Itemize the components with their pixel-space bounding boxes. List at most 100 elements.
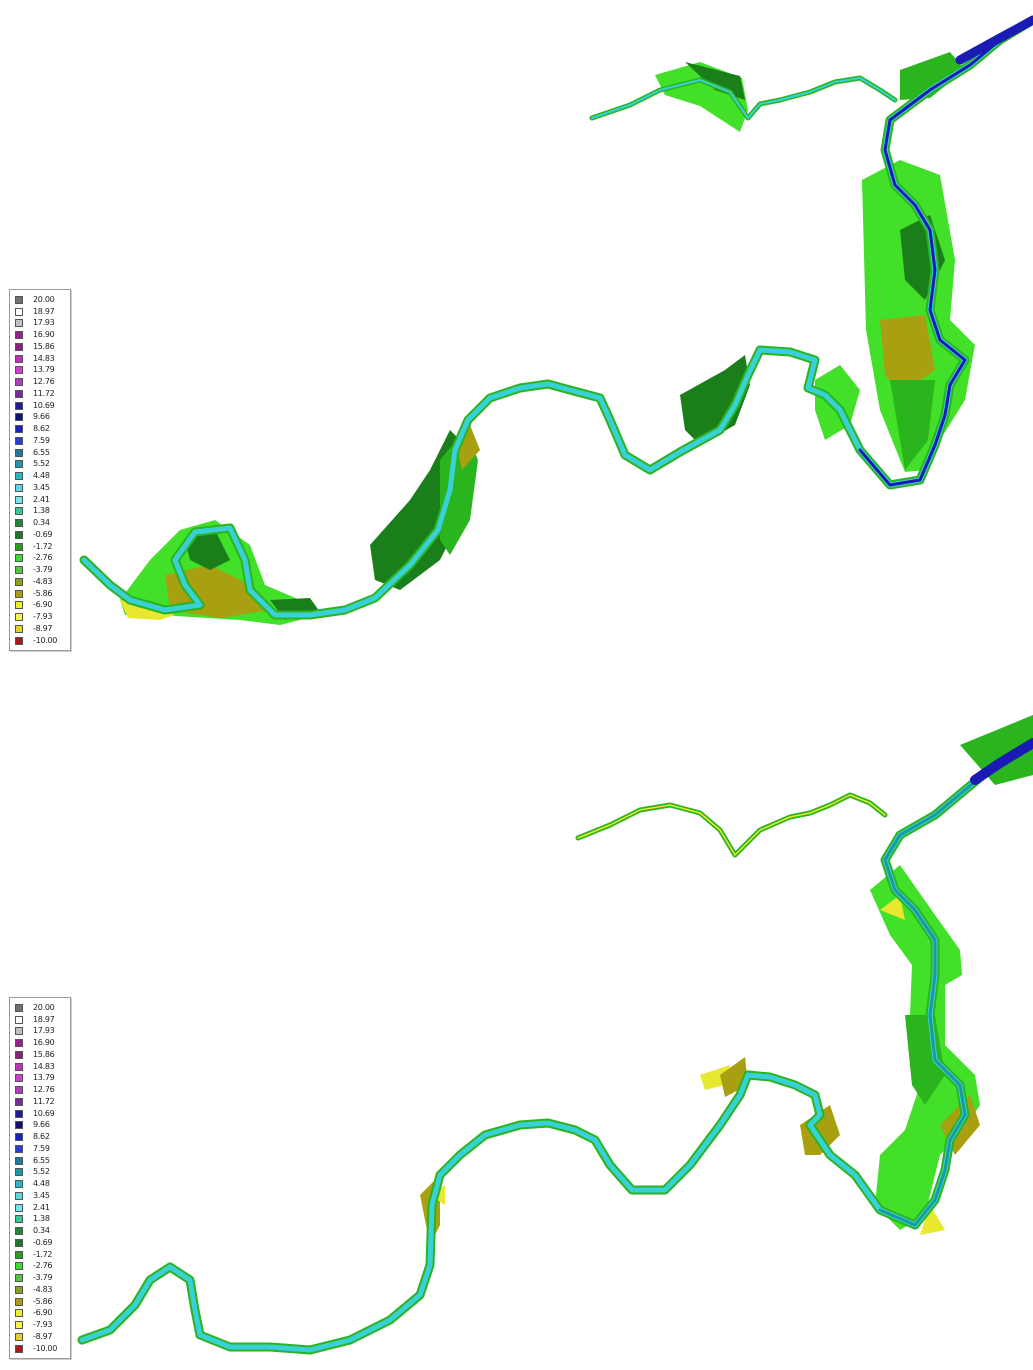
legend-swatch bbox=[15, 1332, 23, 1341]
legend-value: 9.66 bbox=[33, 1120, 50, 1130]
legend-value: 8.62 bbox=[33, 1132, 50, 1142]
legend-swatch bbox=[15, 1003, 23, 1012]
river-channel-top bbox=[79, 15, 1033, 620]
legend-value: -1.72 bbox=[33, 541, 53, 551]
map-panel-bottom: 20.00 18.97 17.93 16.90 15.86 14.83 13.79 12.76… bbox=[0, 685, 1033, 1370]
legend-entry: -7.93 bbox=[15, 1319, 65, 1331]
legend-value: 0.34 bbox=[33, 1226, 50, 1236]
legend-swatch bbox=[15, 507, 23, 516]
floodplain-areas-bottom bbox=[420, 715, 1033, 1245]
legend-entry: 14.83 bbox=[15, 353, 65, 365]
legend-swatch bbox=[15, 1027, 23, 1036]
legend-value: 6.55 bbox=[33, 447, 50, 457]
legend-swatch bbox=[15, 1297, 23, 1306]
legend-swatch bbox=[15, 389, 23, 398]
legend-entry: 0.34 bbox=[15, 517, 65, 529]
legend-entry: 16.90 bbox=[15, 1037, 65, 1049]
legend-value: 1.38 bbox=[33, 506, 50, 516]
legend-value: 3.45 bbox=[33, 1190, 50, 1200]
legend-swatch bbox=[15, 1062, 23, 1071]
legend-swatch bbox=[15, 1156, 23, 1165]
legend-swatch bbox=[15, 1309, 23, 1318]
legend-swatch bbox=[15, 1133, 23, 1142]
legend-entry: -4.83 bbox=[15, 1284, 65, 1296]
legend-swatch bbox=[15, 436, 23, 445]
legend-entry: 9.66 bbox=[15, 1120, 65, 1132]
legend-value: 7.59 bbox=[33, 435, 50, 445]
legend-swatch bbox=[15, 613, 23, 622]
legend-value: 15.86 bbox=[33, 1049, 55, 1059]
legend-entry: 13.79 bbox=[15, 365, 65, 377]
legend-swatch bbox=[15, 1109, 23, 1118]
legend-value: 4.48 bbox=[33, 1179, 50, 1189]
legend-entry: 7.59 bbox=[15, 1143, 65, 1155]
legend-entry: -0.69 bbox=[15, 1237, 65, 1249]
legend-swatch bbox=[15, 1121, 23, 1130]
legend-entry: -8.97 bbox=[15, 1331, 65, 1343]
legend-value: 5.52 bbox=[33, 1167, 50, 1177]
legend-value: 14.83 bbox=[33, 353, 55, 363]
legend-value: 11.72 bbox=[33, 1096, 55, 1106]
legend-swatch bbox=[15, 1074, 23, 1083]
legend-swatch bbox=[15, 448, 23, 457]
legend-entry: 5.52 bbox=[15, 1167, 65, 1179]
legend-swatch bbox=[15, 1215, 23, 1224]
legend-entry: 17.93 bbox=[15, 318, 65, 330]
legend-swatch bbox=[15, 530, 23, 539]
legend-value: 0.34 bbox=[33, 518, 50, 528]
legend-swatch bbox=[15, 519, 23, 528]
legend-entry: 15.86 bbox=[15, 1049, 65, 1061]
legend-value: 16.90 bbox=[33, 1038, 55, 1048]
legend-swatch bbox=[15, 1227, 23, 1236]
legend-entry: 17.93 bbox=[15, 1026, 65, 1038]
legend-entry: -8.97 bbox=[15, 623, 65, 635]
legend-swatch bbox=[15, 624, 23, 633]
legend-entry: 11.72 bbox=[15, 1096, 65, 1108]
legend-value: 13.79 bbox=[33, 365, 55, 375]
legend-swatch bbox=[15, 1015, 23, 1024]
legend-value: -10.00 bbox=[33, 1343, 57, 1353]
color-legend-top: 20.00 18.97 17.93 16.90 15.86 14.83 13.79 12.76… bbox=[9, 289, 71, 651]
legend-entry: -2.76 bbox=[15, 1261, 65, 1273]
legend-swatch bbox=[15, 1144, 23, 1153]
legend-entry: 11.72 bbox=[15, 388, 65, 400]
legend-swatch bbox=[15, 295, 23, 304]
legend-value: 5.52 bbox=[33, 459, 50, 469]
legend-entry: 2.41 bbox=[15, 494, 65, 506]
legend-value: -5.86 bbox=[33, 1296, 53, 1306]
legend-value: -0.69 bbox=[33, 1237, 53, 1247]
legend-value: -8.97 bbox=[33, 623, 53, 633]
legend-swatch bbox=[15, 554, 23, 563]
legend-value: 7.59 bbox=[33, 1143, 50, 1153]
legend-entry: 12.76 bbox=[15, 376, 65, 388]
legend-entry: -3.79 bbox=[15, 564, 65, 576]
legend-swatch bbox=[15, 566, 23, 575]
legend-value: 17.93 bbox=[33, 1026, 55, 1036]
legend-entry: -2.76 bbox=[15, 553, 65, 565]
legend-entry: 7.59 bbox=[15, 435, 65, 447]
legend-value: -7.93 bbox=[33, 612, 53, 622]
legend-entry: -6.90 bbox=[15, 600, 65, 612]
legend-value: -7.93 bbox=[33, 1320, 53, 1330]
legend-value: 16.90 bbox=[33, 330, 55, 340]
legend-swatch bbox=[15, 636, 23, 645]
legend-entry: -10.00 bbox=[15, 1343, 65, 1355]
legend-entry: 9.66 bbox=[15, 412, 65, 424]
legend-entry: -5.86 bbox=[15, 588, 65, 600]
legend-value: 11.72 bbox=[33, 388, 55, 398]
legend-value: -6.90 bbox=[33, 1308, 53, 1318]
legend-swatch bbox=[15, 401, 23, 410]
legend-swatch bbox=[15, 366, 23, 375]
legend-entry: 8.62 bbox=[15, 1131, 65, 1143]
legend-value: 8.62 bbox=[33, 424, 50, 434]
color-legend-bottom: 20.00 18.97 17.93 16.90 15.86 14.83 13.79 12.76… bbox=[9, 997, 71, 1359]
legend-value: 12.76 bbox=[33, 1085, 55, 1095]
legend-entry: 20.00 bbox=[15, 294, 65, 306]
legend-entry: -0.69 bbox=[15, 529, 65, 541]
legend-entry: -1.72 bbox=[15, 1249, 65, 1261]
legend-entry: -4.83 bbox=[15, 576, 65, 588]
legend-value: 2.41 bbox=[33, 1202, 50, 1212]
river-channel-bottom bbox=[77, 738, 1033, 1355]
legend-entry: 16.90 bbox=[15, 329, 65, 341]
legend-entry: 15.86 bbox=[15, 341, 65, 353]
